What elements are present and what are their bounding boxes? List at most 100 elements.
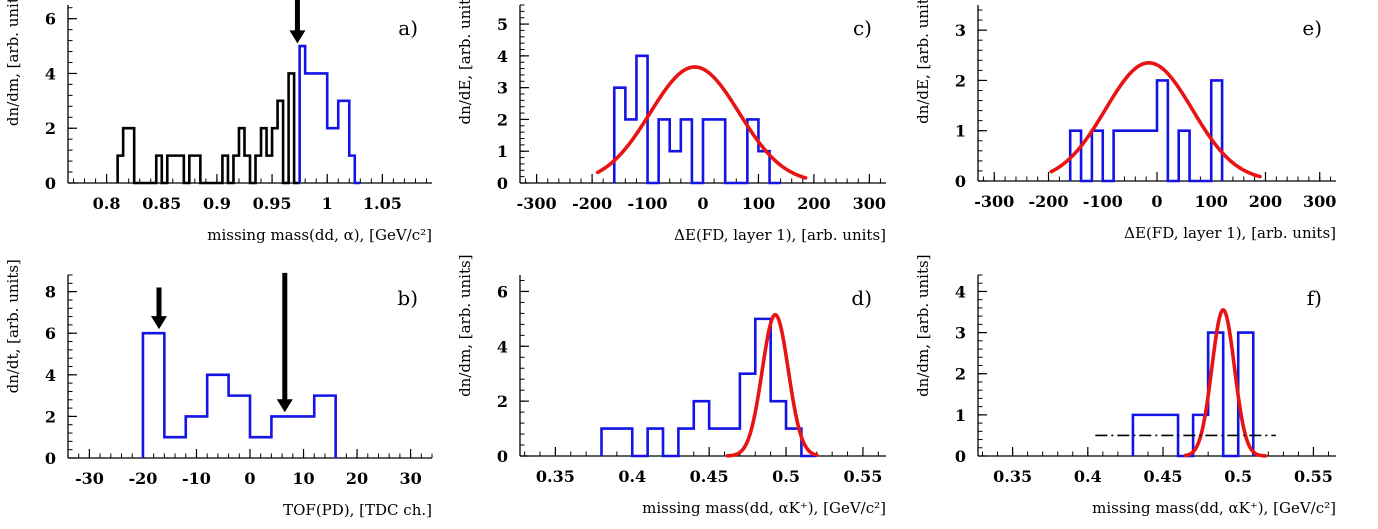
arrow-head bbox=[276, 399, 293, 413]
x-tick-label: 0 bbox=[697, 194, 708, 213]
x-tick-label: -200 bbox=[1028, 192, 1068, 211]
y-axis-title: dn/dm, [arb. units] bbox=[456, 254, 474, 396]
panel-d: 0.35 0.4 0.45 0.5 0.55 0 2 4 6 d) missing mass(dd,… bbox=[456, 254, 886, 517]
y-tick-label: 4 bbox=[497, 337, 508, 356]
x-tick-label: 10 bbox=[292, 469, 314, 488]
x-axis-title: missing mass(dd, α), [GeV/c²] bbox=[207, 226, 432, 244]
y-tick-label: 3 bbox=[497, 79, 508, 98]
y-axis-title: dn/dE, [arb. units] bbox=[914, 0, 932, 124]
x-tick-label: 0 bbox=[244, 469, 255, 488]
histogram-series bbox=[1131, 331, 1255, 458]
x-tick-label: 0 bbox=[1151, 192, 1162, 211]
panel-label: e) bbox=[1302, 16, 1322, 40]
panel-c: -300 -200 -100 0 100 200 300 0 1 2 3 4 5 c) ΔE(FD, lay… bbox=[456, 0, 886, 244]
x-axis-title: TOF(PD), [TDC ch.] bbox=[283, 501, 432, 519]
x-tick-label: 0.9 bbox=[203, 194, 231, 213]
x-tick-label: 0.5 bbox=[772, 467, 800, 486]
x-tick-label: 20 bbox=[346, 469, 368, 488]
y-tick-label: 8 bbox=[45, 283, 56, 302]
panel-label: d) bbox=[851, 286, 872, 310]
y-tick-label: 6 bbox=[497, 282, 508, 301]
y-tick-label: 1 bbox=[955, 406, 966, 425]
y-axis-title: dn/dE, [arb. units] bbox=[456, 0, 474, 124]
panel-a: 0.8 0.85 0.9 0.95 1 1.05 0 2 4 6 a) missing mass(dd… bbox=[4, 0, 432, 244]
x-tick-label: -30 bbox=[75, 469, 104, 488]
panel-label: a) bbox=[398, 16, 418, 40]
x-tick-label: 0.35 bbox=[993, 467, 1032, 486]
arrow-head bbox=[151, 316, 167, 330]
y-tick-label: 4 bbox=[955, 282, 966, 301]
gauss-fit-curve bbox=[595, 65, 808, 180]
x-tick-label: 200 bbox=[797, 194, 830, 213]
x-tick-label: 1.05 bbox=[363, 194, 402, 213]
x-tick-label: 0.85 bbox=[142, 194, 181, 213]
x-tick-label: 0.35 bbox=[536, 467, 575, 486]
y-tick-label: 1 bbox=[955, 122, 966, 141]
y-tick-label: 2 bbox=[955, 71, 966, 90]
gauss-fit-curve bbox=[725, 312, 819, 458]
y-tick-label: 2 bbox=[45, 119, 56, 138]
panel-label: c) bbox=[853, 16, 872, 40]
x-tick-label: -200 bbox=[572, 194, 612, 213]
x-tick-label: 0.55 bbox=[843, 467, 882, 486]
panel-label: f) bbox=[1307, 286, 1322, 310]
x-tick-label: -10 bbox=[182, 469, 211, 488]
x-tick-label: -300 bbox=[517, 194, 557, 213]
y-tick-label: 3 bbox=[955, 21, 966, 40]
x-axis-title: missing mass(dd, αK⁺), [GeV/c²] bbox=[642, 499, 886, 517]
panel-e: -300 -200 -100 0 100 200 300 0 1 2 3 e) ΔE(FD, layer… bbox=[914, 0, 1336, 242]
x-tick-label: 0.4 bbox=[1074, 467, 1102, 486]
x-tick-label: -20 bbox=[128, 469, 157, 488]
histogram-series bbox=[298, 44, 361, 185]
y-tick-label: 4 bbox=[45, 64, 56, 83]
panel-b: -30 -20 -10 0 10 20 30 0 2 4 6 8 b) TOF(PD), [TDC ch.… bbox=[4, 259, 433, 519]
x-tick-label: 0.8 bbox=[93, 194, 121, 213]
y-tick-label: 6 bbox=[45, 324, 56, 343]
y-tick-label: 2 bbox=[955, 365, 966, 384]
y-tick-label: 0 bbox=[955, 447, 966, 466]
histogram-series bbox=[116, 72, 300, 185]
y-tick-label: 1 bbox=[497, 142, 508, 161]
x-tick-label: -100 bbox=[1083, 192, 1123, 211]
y-tick-label: 0 bbox=[497, 174, 508, 193]
y-tick-label: 0 bbox=[955, 172, 966, 191]
x-tick-label: 1 bbox=[322, 194, 333, 213]
histogram-series bbox=[141, 331, 337, 458]
x-tick-label: 0.45 bbox=[690, 467, 729, 486]
y-tick-label: 4 bbox=[497, 47, 508, 66]
x-axis-title: ΔE(FD, layer 1), [arb. units] bbox=[674, 226, 886, 244]
y-axis-title: dn/dt, [arb. units] bbox=[4, 259, 22, 393]
gauss-fit-curve bbox=[1183, 308, 1268, 458]
y-axis-title: dn/dm, [arb. units] bbox=[914, 254, 932, 396]
y-tick-label: 4 bbox=[45, 366, 56, 385]
panel-label: b) bbox=[397, 286, 418, 310]
x-tick-label: 30 bbox=[399, 469, 421, 488]
y-axis-title: dn/dm, [arb. units] bbox=[4, 0, 22, 126]
x-tick-label: -100 bbox=[628, 194, 668, 213]
histogram-series bbox=[1068, 79, 1224, 183]
x-tick-label: 100 bbox=[742, 194, 775, 213]
histogram-series bbox=[600, 317, 817, 458]
x-tick-label: 300 bbox=[1303, 192, 1336, 211]
y-tick-label: 0 bbox=[497, 447, 508, 466]
x-tick-label: -300 bbox=[974, 192, 1014, 211]
panel-f: 0.35 0.4 0.45 0.5 0.55 0 1 2 3 4 f) missing mass(dd… bbox=[914, 254, 1336, 517]
x-tick-label: 0.45 bbox=[1144, 467, 1183, 486]
histogram-series bbox=[612, 54, 781, 185]
gauss-fit-curve bbox=[1049, 61, 1262, 179]
y-tick-label: 0 bbox=[45, 449, 56, 468]
x-tick-label: 100 bbox=[1195, 192, 1228, 211]
y-tick-label: 2 bbox=[45, 407, 56, 426]
y-tick-label: 2 bbox=[497, 110, 508, 129]
x-axis-title: missing mass(dd, αK⁺), [GeV/c²] bbox=[1092, 499, 1336, 517]
x-tick-label: 300 bbox=[853, 194, 886, 213]
x-tick-label: 0.4 bbox=[618, 467, 646, 486]
x-tick-label: 200 bbox=[1249, 192, 1282, 211]
x-axis-title: ΔE(FD, layer 1), [arb. units] bbox=[1124, 224, 1336, 242]
x-tick-label: 0.55 bbox=[1294, 467, 1333, 486]
x-tick-label: 0.95 bbox=[253, 194, 292, 213]
y-tick-label: 5 bbox=[497, 15, 508, 34]
y-tick-label: 6 bbox=[45, 10, 56, 29]
arrow-head bbox=[289, 30, 306, 44]
